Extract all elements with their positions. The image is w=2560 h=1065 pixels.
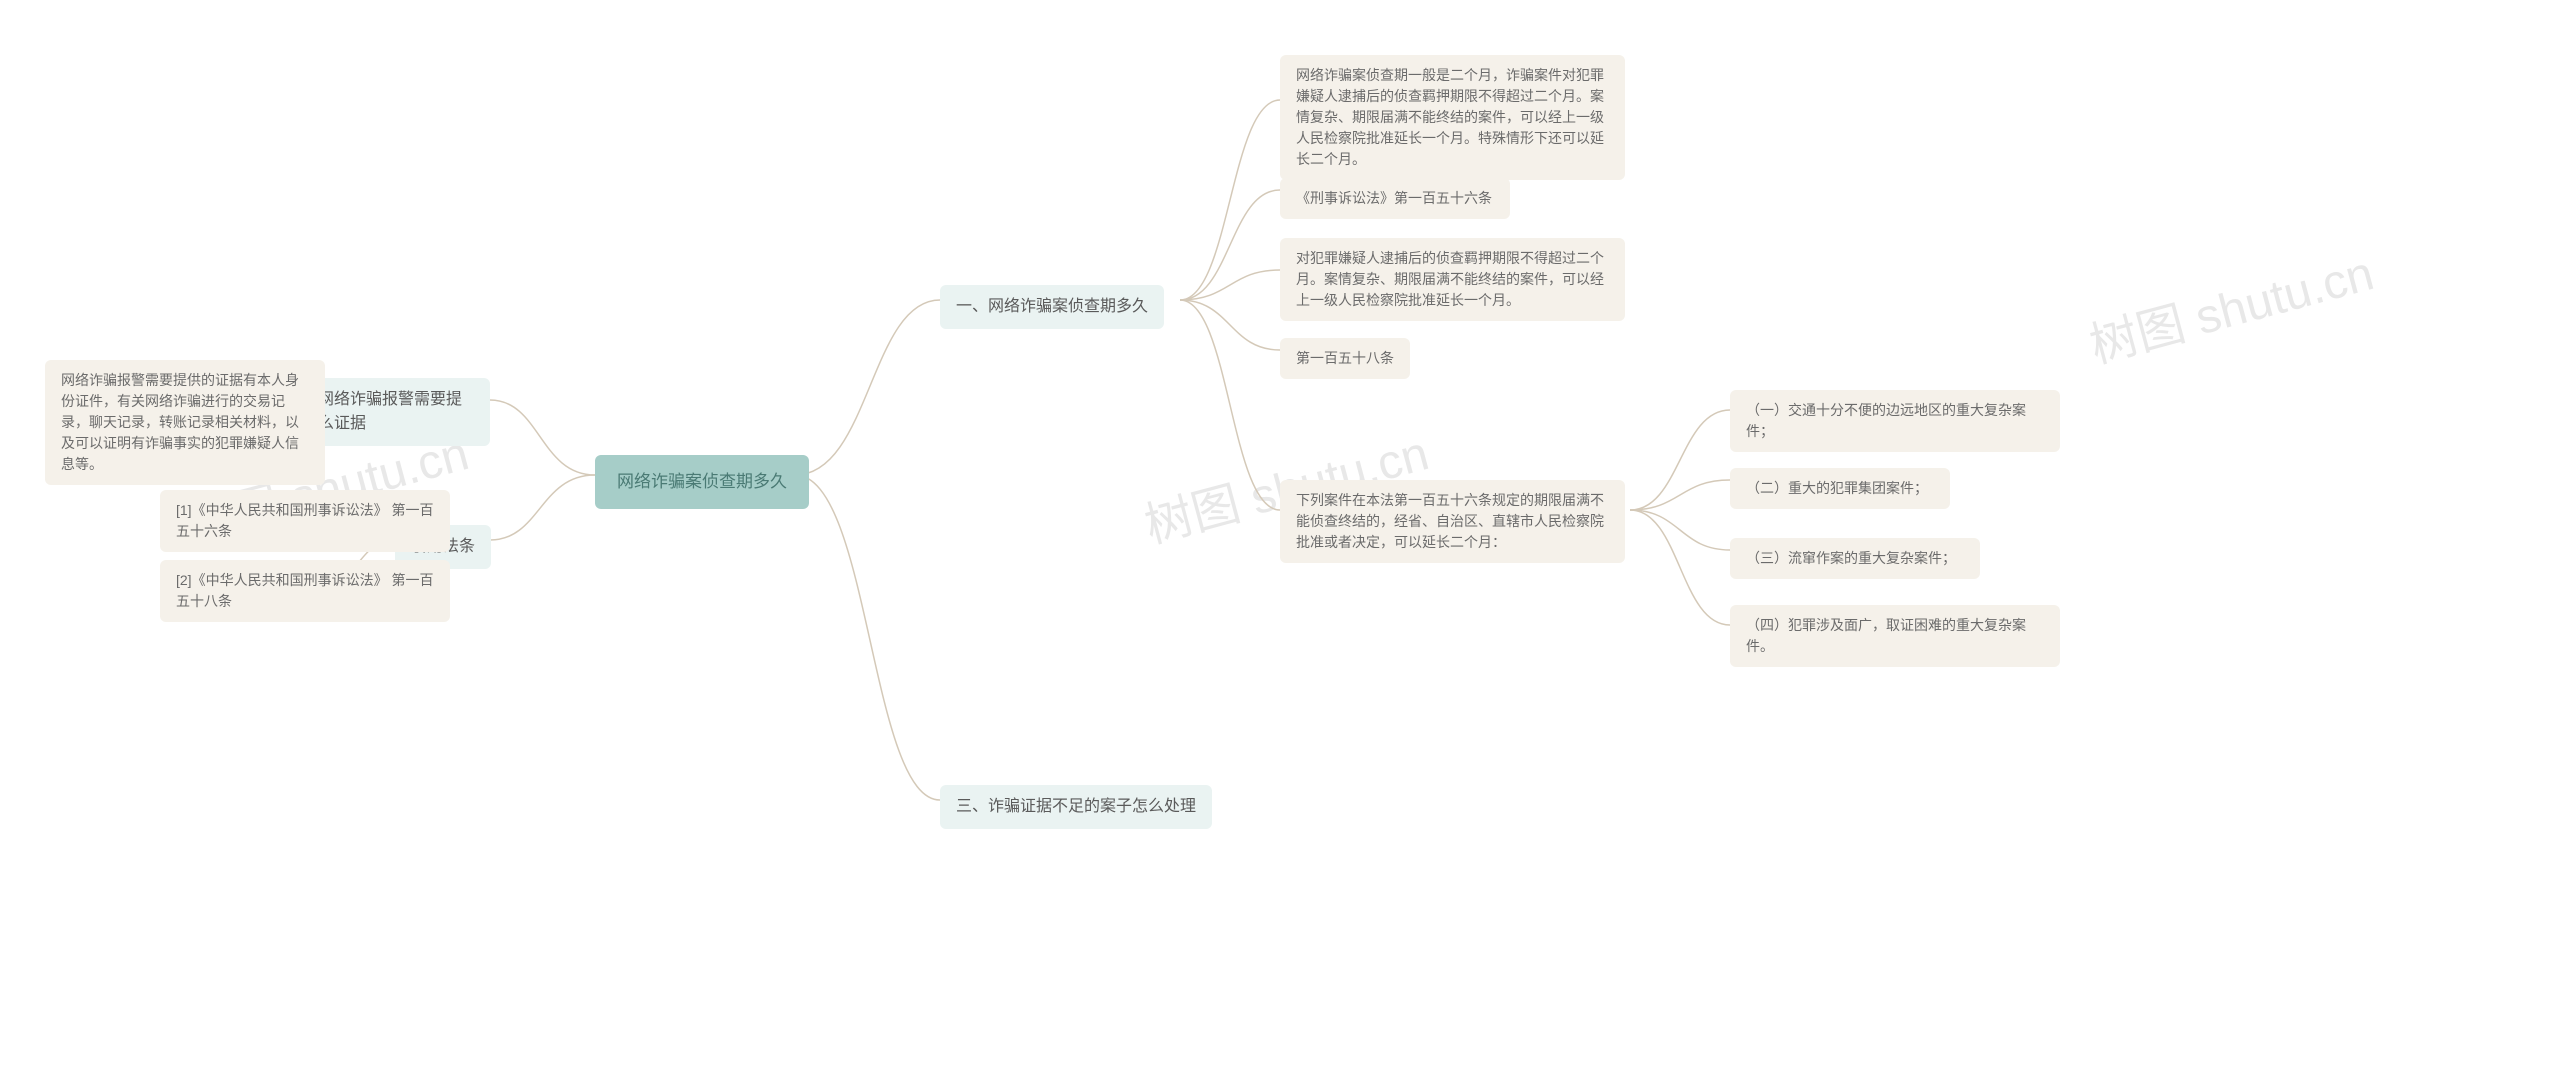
node-r1d[interactable]: 第一百五十八条 <box>1280 338 1410 379</box>
node-l2b[interactable]: [2]《中华人民共和国刑事诉讼法》 第一百五十八条 <box>160 560 450 622</box>
node-r1e[interactable]: 下列案件在本法第一百五十六条规定的期限届满不能侦查终结的，经省、自治区、直辖市人… <box>1280 480 1625 563</box>
node-l2a[interactable]: [1]《中华人民共和国刑事诉讼法》 第一百五十六条 <box>160 490 450 552</box>
node-r1b[interactable]: 《刑事诉讼法》第一百五十六条 <box>1280 178 1510 219</box>
node-l1a[interactable]: 网络诈骗报警需要提供的证据有本人身份证件，有关网络诈骗进行的交易记录，聊天记录，… <box>45 360 325 485</box>
node-r1e4[interactable]: （四）犯罪涉及面广，取证困难的重大复杂案件。 <box>1730 605 2060 667</box>
node-r1e2[interactable]: （二）重大的犯罪集团案件； <box>1730 468 1950 509</box>
node-r1c[interactable]: 对犯罪嫌疑人逮捕后的侦查羁押期限不得超过二个月。案情复杂、期限届满不能终结的案件… <box>1280 238 1625 321</box>
node-r1a[interactable]: 网络诈骗案侦查期一般是二个月，诈骗案件对犯罪嫌疑人逮捕后的侦查羁押期限不得超过二… <box>1280 55 1625 180</box>
node-r1e1[interactable]: （一）交通十分不便的边远地区的重大复杂案件； <box>1730 390 2060 452</box>
branch-r2[interactable]: 三、诈骗证据不足的案子怎么处理 <box>940 785 1212 829</box>
node-r1e3[interactable]: （三）流窜作案的重大复杂案件； <box>1730 538 1980 579</box>
watermark: 树图 shutu.cn <box>2081 234 2380 377</box>
branch-r1[interactable]: 一、网络诈骗案侦查期多久 <box>940 285 1164 329</box>
root-node[interactable]: 网络诈骗案侦查期多久 <box>595 455 809 509</box>
